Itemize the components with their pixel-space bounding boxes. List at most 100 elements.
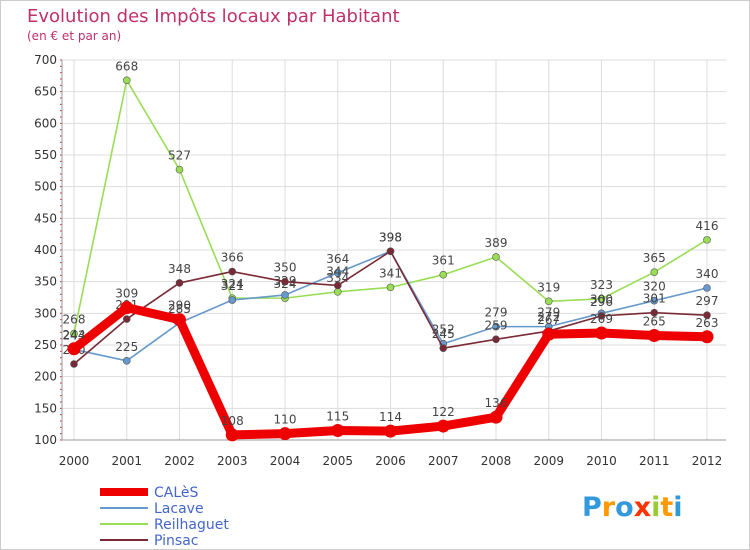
data-point-cal-s-2001 bbox=[120, 301, 134, 315]
data-point-cal-s-2012 bbox=[700, 330, 714, 344]
data-point-lacave-2012 bbox=[703, 284, 711, 292]
data-label-pinsac-2007: 245 bbox=[432, 327, 455, 341]
logo-letter: x bbox=[634, 492, 651, 523]
x-tick-label-2009: 2009 bbox=[533, 454, 564, 468]
data-label-lacave-2008: 279 bbox=[485, 306, 508, 320]
y-tick-label-100: 100 bbox=[34, 433, 57, 447]
y-tick-label-350: 350 bbox=[34, 275, 57, 289]
data-label-lacave-2011: 320 bbox=[643, 280, 666, 294]
x-tick-label-2002: 2002 bbox=[164, 454, 195, 468]
data-label-cal-s-2000: 244 bbox=[63, 328, 86, 342]
data-point-cal-s-2002 bbox=[173, 313, 186, 327]
y-tick-label-300: 300 bbox=[34, 306, 57, 320]
y-tick-label-500: 500 bbox=[34, 180, 57, 194]
data-point-cal-s-2010 bbox=[595, 326, 608, 340]
y-tick-label-600: 600 bbox=[34, 116, 57, 130]
data-point-reilhaguet-2011 bbox=[650, 268, 659, 276]
x-tick-label-2003: 2003 bbox=[217, 454, 248, 468]
x-tick-label-2007: 2007 bbox=[428, 454, 459, 468]
data-point-pinsac-2002 bbox=[175, 279, 184, 287]
data-point-cal-s-2003 bbox=[225, 428, 239, 442]
data-label-reilhaguet-2001: 668 bbox=[115, 59, 138, 73]
data-point-pinsac-2012 bbox=[703, 311, 711, 320]
data-label-pinsac-2006: 398 bbox=[379, 230, 402, 244]
data-label-reilhaguet-2008: 389 bbox=[485, 236, 508, 250]
y-tick-label-200: 200 bbox=[34, 370, 57, 384]
data-label-pinsac-2011: 301 bbox=[643, 292, 666, 306]
y-tick-label-550: 550 bbox=[34, 148, 57, 162]
logo-letter: i bbox=[673, 492, 682, 523]
plot-area: 100 150 200 250 300 350 400 450 500 550 600 650 700 2… bbox=[34, 53, 726, 468]
data-label-pinsac-2012: 297 bbox=[696, 294, 719, 308]
data-point-pinsac-2001 bbox=[122, 315, 131, 323]
data-point-cal-s-2004 bbox=[278, 427, 292, 441]
x-tick-label-2004: 2004 bbox=[270, 454, 301, 468]
logo-letter: t bbox=[660, 492, 673, 523]
data-point-pinsac-2007 bbox=[439, 344, 448, 352]
data-label-cal-s-2001: 309 bbox=[115, 287, 138, 301]
data-point-cal-s-2011 bbox=[647, 329, 661, 342]
data-point-pinsac-2011 bbox=[650, 308, 659, 317]
x-tick-label-2008: 2008 bbox=[481, 454, 512, 468]
data-label-reilhaguet-2003: 324 bbox=[221, 277, 244, 291]
data-point-lacave-2001 bbox=[122, 357, 131, 365]
data-point-lacave-2005 bbox=[333, 268, 342, 277]
data-label-pinsac-2005: 344 bbox=[326, 264, 349, 278]
x-tick-label-2000: 2000 bbox=[59, 454, 90, 468]
data-label-reilhaguet-2002: 527 bbox=[168, 149, 191, 163]
data-point-cal-s-2006 bbox=[384, 424, 397, 438]
data-point-cal-s-2008 bbox=[489, 410, 503, 424]
chart-title: Evolution des Impôts locaux par Habitant bbox=[27, 6, 400, 27]
data-label-pinsac-2010: 296 bbox=[590, 295, 613, 309]
x-tick-label-2012: 2012 bbox=[692, 454, 723, 468]
data-point-reilhaguet-2009 bbox=[544, 297, 553, 306]
legend-label-lacave: Lacave bbox=[154, 501, 204, 517]
x-tick-label-2005: 2005 bbox=[322, 454, 353, 468]
logo-letter: r bbox=[602, 492, 616, 523]
data-point-lacave-2004 bbox=[281, 291, 289, 299]
data-point-cal-s-2009 bbox=[542, 327, 556, 341]
data-label-cal-s-2006: 114 bbox=[379, 410, 402, 424]
data-label-lacave-2007: 252 bbox=[432, 323, 455, 337]
data-label-cal-s-2010: 269 bbox=[590, 312, 613, 326]
data-label-lacave-2001: 225 bbox=[115, 340, 138, 354]
data-point-cal-s-2000 bbox=[67, 342, 81, 356]
data-label-pinsac-2009: 272 bbox=[537, 310, 560, 324]
data-label-reilhaguet-2000: 268 bbox=[63, 313, 86, 327]
data-label-cal-s-2003: 108 bbox=[221, 414, 244, 428]
logo-letter: o bbox=[615, 492, 634, 523]
data-label-cal-s-2005: 115 bbox=[326, 410, 349, 424]
data-point-reilhaguet-2008 bbox=[492, 253, 500, 261]
data-point-reilhaguet-2000 bbox=[70, 329, 78, 338]
data-point-reilhaguet-2010 bbox=[597, 294, 606, 303]
x-tick-label-2010: 2010 bbox=[586, 454, 617, 468]
data-label-reilhaguet-2010: 323 bbox=[590, 278, 613, 292]
legend-label-pinsac: Pinsac bbox=[154, 533, 198, 549]
data-label-lacave-2006: 398 bbox=[379, 230, 402, 244]
data-point-pinsac-2004 bbox=[281, 277, 289, 286]
data-label-cal-s-2004: 110 bbox=[274, 413, 297, 427]
data-point-reilhaguet-2012 bbox=[703, 236, 711, 244]
data-point-pinsac-2003 bbox=[228, 267, 237, 276]
data-label-pinsac-2004: 350 bbox=[274, 261, 297, 275]
data-label-cal-s-2009: 267 bbox=[537, 313, 560, 327]
data-point-pinsac-2008 bbox=[492, 335, 500, 344]
data-point-lacave-2003 bbox=[228, 296, 237, 304]
data-label-reilhaguet-2007: 361 bbox=[432, 254, 455, 268]
data-label-pinsac-2003: 366 bbox=[221, 251, 244, 265]
data-point-cal-s-2007 bbox=[436, 419, 450, 433]
data-point-pinsac-2005 bbox=[333, 281, 342, 290]
y-tick-label-150: 150 bbox=[34, 401, 57, 415]
data-label-reilhaguet-2012: 416 bbox=[696, 219, 719, 233]
x-tick-label-2011: 2011 bbox=[639, 454, 670, 468]
chart-subtitle: (en € et par an) bbox=[27, 29, 121, 43]
x-tick-label-2001: 2001 bbox=[111, 454, 142, 468]
data-label-cal-s-2002: 290 bbox=[168, 299, 191, 313]
data-point-cal-s-2005 bbox=[331, 424, 345, 437]
data-label-cal-s-2012: 263 bbox=[696, 316, 719, 330]
data-label-reilhaguet-2006: 341 bbox=[379, 266, 402, 280]
data-point-lacave-2011 bbox=[650, 296, 659, 305]
data-point-pinsac-2010 bbox=[597, 312, 606, 320]
